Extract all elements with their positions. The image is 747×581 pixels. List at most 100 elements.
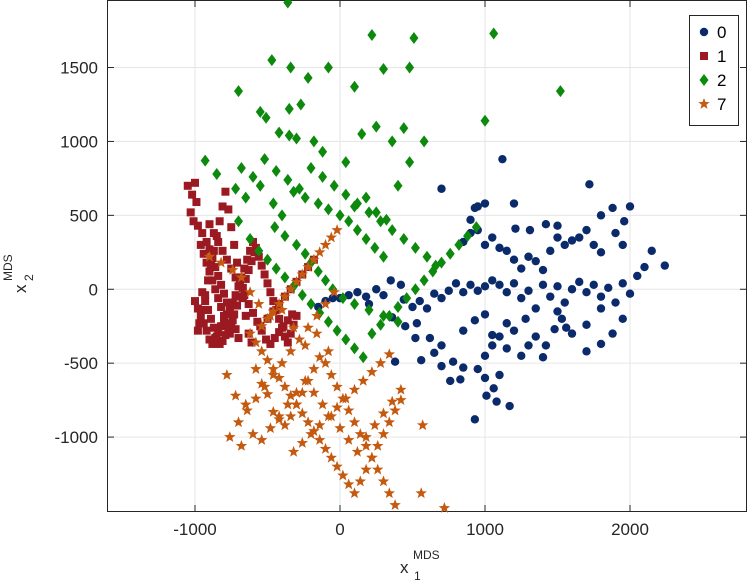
data-point-0 — [567, 329, 577, 338]
data-point-1 — [183, 181, 192, 190]
data-point-2 — [212, 167, 222, 180]
y-axis-label: x 2 MDS — [1, 254, 36, 293]
data-point-2 — [463, 230, 473, 243]
data-point-2 — [338, 292, 348, 305]
data-point-1 — [235, 282, 244, 291]
data-point-7 — [328, 286, 340, 298]
data-point-0 — [611, 298, 620, 307]
data-point-0 — [575, 233, 584, 242]
data-point-0 — [560, 298, 569, 307]
data-point-2 — [454, 238, 464, 251]
data-point-2 — [332, 324, 342, 337]
data-point-1 — [192, 198, 201, 207]
data-point-7 — [267, 369, 280, 380]
data-point-1 — [199, 249, 208, 258]
data-point-0 — [585, 180, 594, 189]
data-point-7 — [226, 264, 239, 275]
data-point-2 — [344, 215, 354, 228]
data-point-0 — [456, 375, 465, 384]
data-point-0 — [473, 364, 482, 374]
data-point-7 — [261, 312, 274, 324]
data-point-1 — [240, 264, 249, 273]
y-tick-label: 1000 — [60, 132, 98, 151]
data-point-7 — [290, 398, 303, 410]
data-point-1 — [211, 263, 220, 272]
data-point-7 — [366, 451, 378, 463]
data-point-1 — [205, 220, 214, 229]
data-point-7 — [255, 320, 268, 332]
data-point-7 — [360, 439, 372, 451]
data-point-7 — [415, 487, 427, 499]
data-point-0 — [517, 293, 526, 303]
data-point-0 — [604, 283, 613, 292]
legend-item-7: 7 — [698, 95, 726, 114]
data-point-1 — [205, 335, 214, 344]
data-point-0 — [495, 243, 504, 253]
data-point-2 — [303, 71, 313, 84]
data-point-7 — [290, 275, 303, 287]
legend-label-2: 2 — [717, 71, 726, 90]
data-point-1 — [202, 258, 211, 267]
data-point-7 — [319, 298, 332, 309]
data-point-2 — [318, 145, 328, 158]
data-point-1 — [230, 240, 239, 249]
data-point-7 — [308, 253, 320, 265]
data-point-7 — [369, 419, 381, 431]
data-point-2 — [254, 244, 264, 257]
data-point-2 — [364, 303, 374, 316]
data-point-7 — [308, 425, 320, 437]
data-point-7 — [337, 469, 349, 481]
data-point-2 — [422, 250, 432, 263]
data-point-2 — [321, 274, 330, 287]
data-point-1 — [218, 202, 227, 211]
data-point-0 — [437, 361, 446, 371]
data-point-1 — [224, 205, 233, 214]
data-point-2 — [294, 182, 304, 195]
data-point-2 — [284, 102, 294, 115]
data-point-7 — [276, 357, 288, 369]
data-point-2 — [271, 262, 281, 275]
data-point-7 — [250, 392, 262, 404]
data-point-1 — [206, 314, 215, 323]
data-point-7 — [287, 321, 300, 333]
data-point-7 — [250, 336, 262, 348]
data-point-1 — [218, 246, 227, 255]
data-point-0 — [417, 356, 426, 365]
data-point-1 — [246, 246, 255, 255]
x-tick-label: -1000 — [173, 520, 216, 539]
data-point-0 — [608, 203, 617, 213]
data-point-7 — [313, 351, 326, 363]
data-point-1 — [193, 221, 202, 230]
data-point-2 — [245, 233, 255, 245]
data-point-7 — [279, 419, 291, 431]
data-point-2 — [200, 154, 210, 167]
data-point-0 — [437, 341, 446, 350]
data-point-2 — [350, 80, 359, 93]
data-point-1 — [275, 328, 284, 337]
series-7 — [203, 224, 451, 513]
data-point-1 — [205, 245, 214, 254]
data-point-1 — [231, 291, 240, 300]
data-point-2 — [231, 182, 241, 195]
data-point-7 — [282, 398, 294, 410]
data-point-0 — [596, 211, 606, 220]
data-point-7 — [255, 377, 268, 389]
data-point-7 — [348, 383, 361, 395]
data-point-0 — [502, 344, 511, 353]
data-point-7 — [325, 231, 338, 243]
data-point-7 — [264, 422, 277, 434]
data-point-0 — [511, 224, 520, 233]
data-point-2 — [376, 318, 386, 331]
data-point-0 — [408, 302, 417, 312]
data-point-1 — [224, 326, 233, 335]
data-point-2 — [270, 221, 280, 234]
data-point-1 — [211, 334, 220, 343]
data-point-2 — [402, 292, 412, 305]
data-point-7 — [279, 290, 291, 302]
data-point-1 — [186, 208, 195, 217]
data-point-0 — [625, 289, 635, 298]
data-point-2 — [292, 132, 301, 145]
data-point-7 — [255, 345, 268, 357]
data-point-0 — [459, 326, 468, 335]
data-point-0 — [524, 341, 533, 350]
